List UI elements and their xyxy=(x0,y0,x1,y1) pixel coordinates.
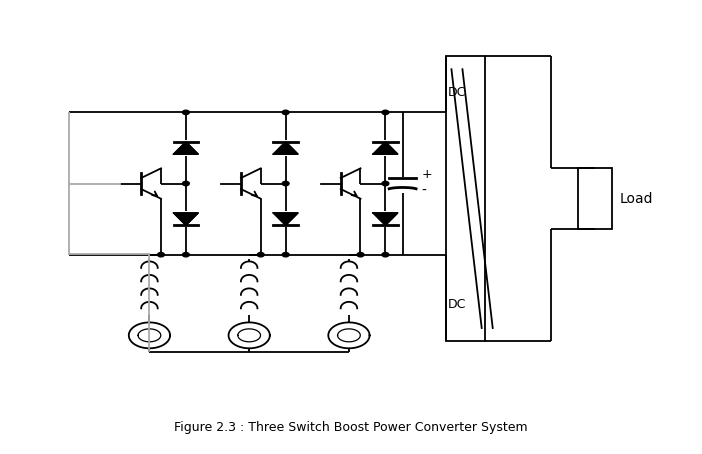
Circle shape xyxy=(382,182,389,186)
Bar xyxy=(446,56,485,341)
Polygon shape xyxy=(173,142,198,154)
Circle shape xyxy=(382,110,389,114)
Circle shape xyxy=(282,252,289,257)
Text: DC: DC xyxy=(447,298,465,311)
Polygon shape xyxy=(273,142,298,154)
Text: +: + xyxy=(422,168,432,182)
Text: Load: Load xyxy=(619,192,653,206)
Circle shape xyxy=(183,110,190,114)
Circle shape xyxy=(258,252,264,257)
Polygon shape xyxy=(173,213,198,225)
Circle shape xyxy=(382,252,389,257)
Polygon shape xyxy=(373,142,398,154)
Circle shape xyxy=(183,252,190,257)
Circle shape xyxy=(183,182,190,186)
Text: Figure 2.3 : Three Switch Boost Power Converter System: Figure 2.3 : Three Switch Boost Power Co… xyxy=(174,421,528,434)
Text: DC: DC xyxy=(447,86,465,99)
Circle shape xyxy=(282,110,289,114)
Polygon shape xyxy=(273,213,298,225)
Circle shape xyxy=(157,252,164,257)
Circle shape xyxy=(357,252,364,257)
Circle shape xyxy=(282,182,289,186)
Text: -: - xyxy=(422,184,427,198)
Polygon shape xyxy=(373,213,398,225)
Bar xyxy=(578,168,612,229)
